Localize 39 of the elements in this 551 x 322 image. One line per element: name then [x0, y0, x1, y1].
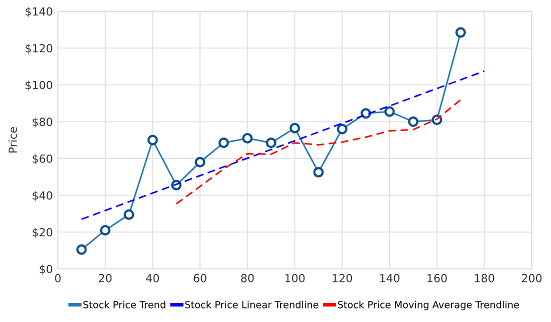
y-tick-label: $20 [32, 228, 52, 238]
legend-label: Stock Price Linear Trendline [185, 300, 318, 308]
y-axis-title: Price [8, 127, 18, 153]
x-tick-label: 40 [146, 274, 159, 282]
point [336, 124, 348, 134]
x-tick-label: 160 [428, 274, 447, 282]
point [147, 134, 158, 146]
y-tick-label: $40 [32, 191, 52, 202]
y-tick-label: $80 [32, 117, 52, 128]
y-tick-label: $140 [26, 7, 52, 18]
x-tick-label: 80 [241, 274, 254, 282]
point [100, 224, 111, 236]
point [76, 244, 87, 255]
point [408, 116, 419, 127]
x-tick-label: 20 [98, 274, 112, 282]
x-tick-label: 120 [332, 274, 352, 282]
legend-label: Stock Price Trend [83, 300, 166, 308]
y-tick-label: $0 [40, 264, 52, 275]
legend-label: Stock Price Moving Average Trendline [338, 300, 519, 310]
point [218, 138, 229, 148]
y-tick-label: $120 [26, 44, 52, 54]
y-tick-label: $100 [26, 80, 52, 91]
point [384, 106, 395, 117]
x-tick-label: 60 [194, 274, 206, 282]
point [242, 132, 253, 144]
point [455, 27, 466, 38]
point [290, 122, 300, 134]
point [313, 166, 324, 178]
y-tick-label: $60 [32, 154, 52, 164]
point [360, 108, 372, 119]
point [124, 209, 134, 220]
point [194, 156, 206, 168]
line-series [176, 99, 462, 205]
x-tick-label: 100 [285, 274, 305, 282]
x-tick-label: 140 [380, 274, 400, 282]
point [266, 138, 276, 148]
x-tick-label: 0 [55, 274, 61, 282]
x-tick-label: 180 [474, 274, 494, 282]
x-tick-label: 200 [522, 274, 542, 282]
